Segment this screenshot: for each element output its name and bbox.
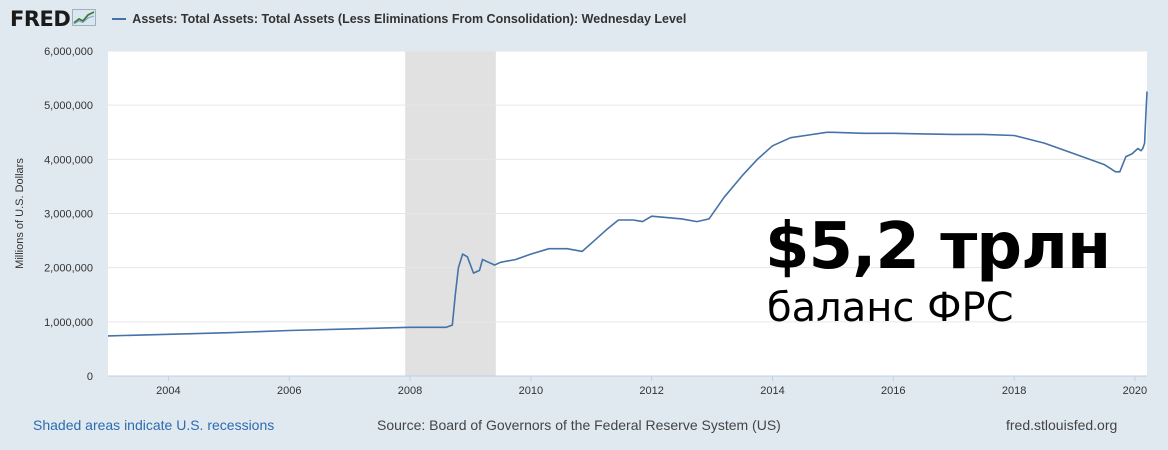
x-tick-label: 2004 [156,385,180,397]
legend-line-swatch [112,18,127,20]
x-tick-label: 2020 [1123,385,1147,397]
site-link[interactable]: fred.stlouisfed.org [1006,417,1118,433]
series-line [107,91,1148,337]
x-tick-label: 2014 [760,385,784,397]
x-tick-label: 2010 [519,385,543,397]
chart-title: Assets: Total Assets: Total Assets (Less… [132,12,687,26]
y-tick-label: 4,000,000 [44,154,93,166]
source-note: Source: Board of Governors of the Federa… [377,417,781,433]
y-tick-label: 0 [87,371,93,383]
chart-trend-icon [72,7,97,31]
y-tick-label: 3,000,000 [44,209,93,221]
chart-legend[interactable]: Assets: Total Assets: Total Assets (Less… [112,12,686,26]
y-axis-label: Millions of U.S. Dollars [14,158,26,269]
overlay-caption: баланс ФРС [767,285,1014,331]
recession-note-link[interactable]: Shaded areas indicate U.S. recessions [33,417,275,433]
y-tick-label: 6,000,000 [44,46,93,58]
overlay-amount: $5,2 трлн [765,210,1111,284]
x-tick-label: 2006 [277,385,301,397]
x-tick-label: 2012 [639,385,663,397]
fred-logo[interactable]: FRED [10,7,97,31]
y-tick-label: 2,000,000 [44,263,93,275]
y-tick-label: 1,000,000 [44,317,93,329]
chart-header: FRED Assets: Total Assets: Total Assets … [10,6,686,32]
x-tick-label: 2018 [1002,385,1026,397]
x-tick-label: 2016 [881,385,905,397]
logo-text: FRED [10,7,71,31]
x-tick-label: 2008 [398,385,422,397]
y-tick-label: 5,000,000 [44,100,93,112]
